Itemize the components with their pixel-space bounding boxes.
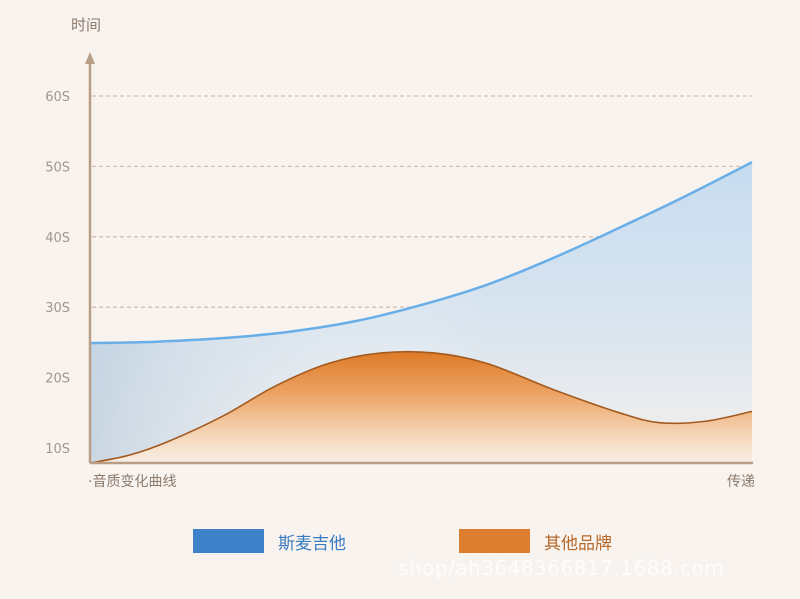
x-axis-label-left: ·音质变化曲线 [88, 473, 176, 490]
y-tick-label: 50S [45, 160, 70, 175]
y-axis-arrow-icon [85, 52, 95, 64]
legend-label-series-1: 斯麦吉他 [278, 533, 346, 554]
axes [85, 52, 753, 465]
legend-item-series-1: 斯麦吉他 [193, 529, 346, 554]
y-tick-label: 30S [45, 301, 70, 316]
series-lines [89, 161, 753, 464]
watermark-text: shop/ah3648366817.1688.com [398, 556, 725, 580]
legend-item-series-2: 其他品牌 [459, 529, 612, 554]
y-tick-labels: 10S 20S 30S 40S 50S 60S [45, 90, 70, 457]
series-1-area-shade [90, 162, 752, 463]
legend-swatch-blue [193, 529, 264, 553]
area-chart: 10S 20S 30S 40S 50S 60S 时间 ·音质变化曲线 传递 [45, 16, 755, 490]
series-2-area [90, 351, 752, 463]
y-tick-label: 60S [45, 90, 70, 105]
legend-label-series-2: 其他品牌 [544, 533, 612, 554]
y-axis-label: 时间 [71, 16, 101, 34]
legend-swatch-orange [459, 529, 530, 553]
x-axis-label-right: 传递 [727, 474, 755, 490]
y-tick-label: 10S [45, 442, 70, 457]
series-2-line [89, 350, 753, 464]
series-areas [90, 162, 752, 463]
series-1-line [89, 161, 753, 345]
y-tick-label: 20S [45, 372, 70, 387]
y-tick-label: 40S [45, 231, 70, 246]
